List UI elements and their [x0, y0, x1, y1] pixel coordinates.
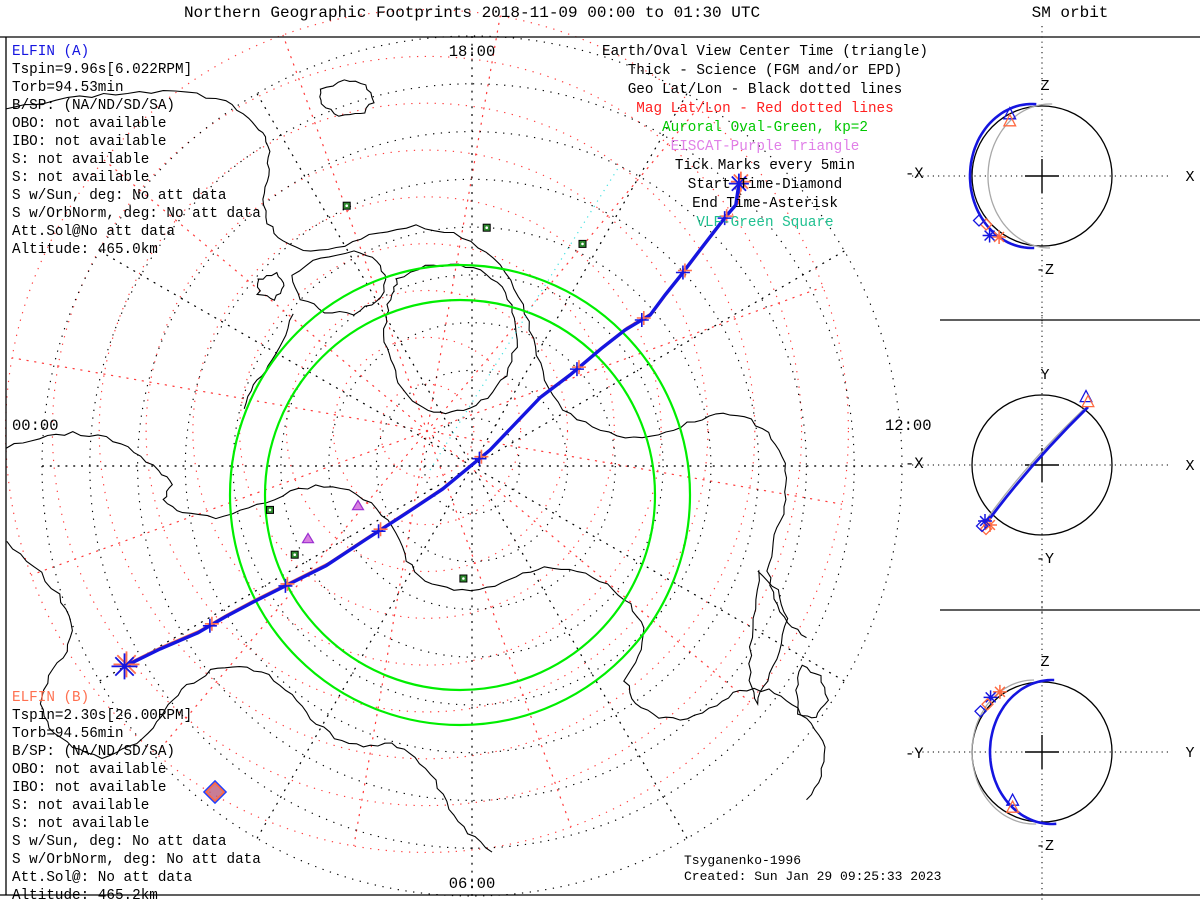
svg-text:S: not available: S: not available	[12, 152, 149, 168]
svg-text:Torb=94.53min: Torb=94.53min	[12, 80, 124, 96]
svg-text:Created: Sun Jan 29 09:25:33 2: Created: Sun Jan 29 09:25:33 2023	[684, 869, 941, 884]
svg-text:-Y: -Y	[905, 745, 924, 763]
svg-text:-Y: -Y	[1036, 551, 1054, 568]
svg-text:OBO: not available: OBO: not available	[12, 116, 166, 132]
svg-text:SM orbit: SM orbit	[1032, 4, 1109, 22]
svg-text:Geo Lat/Lon - Black dotted lin: Geo Lat/Lon - Black dotted lines	[628, 82, 903, 98]
svg-text:S w/Sun, deg: No att data: S w/Sun, deg: No att data	[12, 834, 227, 850]
svg-text:S w/OrbNorm, deg: No att data: S w/OrbNorm, deg: No att data	[12, 852, 261, 868]
svg-text:B/SP: (NA/ND/SD/SA): B/SP: (NA/ND/SD/SA)	[12, 744, 175, 760]
svg-text:ELFIN (B): ELFIN (B)	[12, 690, 89, 706]
svg-text:12:00: 12:00	[885, 417, 932, 435]
svg-text:EISCAT-Purple Triangle: EISCAT-Purple Triangle	[671, 139, 860, 155]
svg-text:Altitude: 465.0km: Altitude: 465.0km	[12, 242, 158, 258]
svg-text:Z: Z	[1040, 654, 1049, 671]
svg-text:IBO: not available: IBO: not available	[12, 780, 166, 796]
svg-text:IBO: not available: IBO: not available	[12, 134, 166, 150]
svg-text:Start Time-Diamond: Start Time-Diamond	[688, 177, 842, 193]
svg-text:Mag Lat/Lon - Red dotted lines: Mag Lat/Lon - Red dotted lines	[636, 101, 893, 117]
svg-text:Att.Sol@: No att data: Att.Sol@: No att data	[12, 870, 193, 886]
svg-text:B/SP: (NA/ND/SD/SA): B/SP: (NA/ND/SD/SA)	[12, 98, 175, 114]
svg-text:Tick Marks every 5min: Tick Marks every 5min	[675, 158, 855, 174]
svg-text:Tspin=2.30s[26.00RPM]: Tspin=2.30s[26.00RPM]	[12, 708, 192, 724]
svg-text:-X: -X	[905, 455, 924, 473]
svg-text:Z: Z	[1040, 78, 1049, 95]
svg-text:Torb=94.56min: Torb=94.56min	[12, 726, 124, 742]
svg-text:X: X	[1185, 169, 1194, 186]
svg-text:Y: Y	[1185, 745, 1194, 762]
svg-text:End Time-Asterisk: End Time-Asterisk	[692, 196, 838, 212]
svg-text:S: not available: S: not available	[12, 816, 149, 832]
svg-text:X: X	[1185, 458, 1194, 475]
svg-text:Att.Sol@No att data: Att.Sol@No att data	[12, 224, 175, 240]
svg-text:S: not available: S: not available	[12, 170, 149, 186]
svg-text:Thick - Science (FGM and/or EP: Thick - Science (FGM and/or EPD)	[628, 63, 903, 79]
svg-text:Y: Y	[1040, 367, 1049, 384]
svg-text:S w/OrbNorm, deg: No att data: S w/OrbNorm, deg: No att data	[12, 206, 261, 222]
svg-text:S w/Sun, deg: No att data: S w/Sun, deg: No att data	[12, 188, 227, 204]
svg-text:-Z: -Z	[1036, 838, 1054, 855]
svg-text:OBO: not available: OBO: not available	[12, 762, 166, 778]
svg-text:Tspin=9.96s[6.022RPM]: Tspin=9.96s[6.022RPM]	[12, 62, 192, 78]
svg-text:06:00: 06:00	[449, 875, 496, 893]
svg-text:Northern Geographic Footprints: Northern Geographic Footprints 2018-11-0…	[184, 4, 760, 22]
svg-text:Altitude: 465.2km: Altitude: 465.2km	[12, 888, 158, 900]
svg-text:VLF-Green Square: VLF-Green Square	[696, 215, 833, 231]
svg-text:ELFIN (A): ELFIN (A)	[12, 44, 89, 60]
svg-text:Auroral Oval-Green, kp=2: Auroral Oval-Green, kp=2	[662, 120, 868, 136]
svg-text:00:00: 00:00	[12, 417, 59, 435]
svg-text:Earth/Oval View Center Time (t: Earth/Oval View Center Time (triangle)	[602, 44, 928, 60]
svg-text:Tsyganenko-1996: Tsyganenko-1996	[684, 853, 801, 868]
svg-text:-X: -X	[905, 165, 924, 183]
svg-text:S: not available: S: not available	[12, 798, 149, 814]
svg-text:-Z: -Z	[1036, 262, 1054, 279]
svg-text:18:00: 18:00	[449, 43, 496, 61]
